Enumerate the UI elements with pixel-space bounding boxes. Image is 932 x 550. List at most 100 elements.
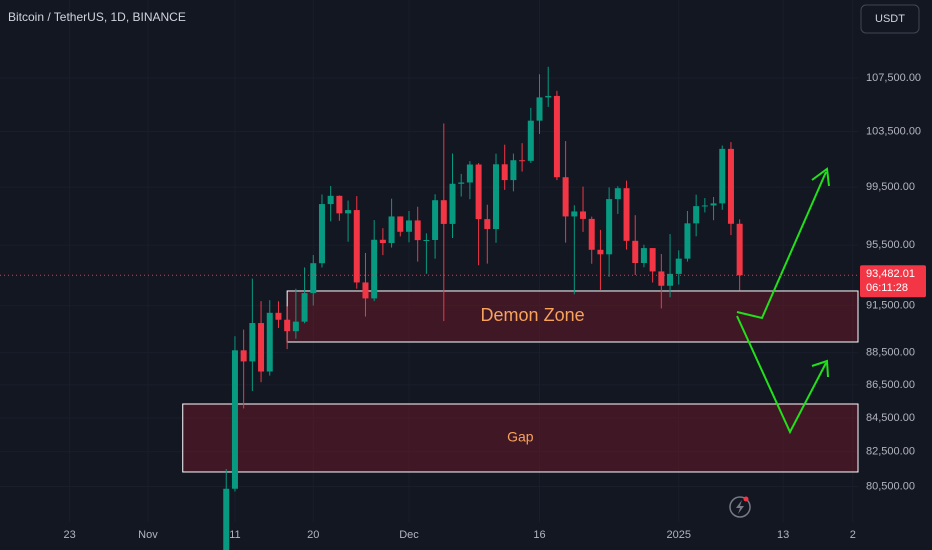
- candle-body: [405, 220, 412, 232]
- grid: [0, 0, 858, 522]
- candle-body: [562, 177, 569, 217]
- candle-body: [571, 211, 578, 217]
- y-tick-label: 88,500.00: [866, 347, 915, 359]
- candle-body: [588, 218, 595, 250]
- candle-body: [249, 323, 256, 362]
- candle-body: [458, 182, 465, 184]
- candle-body: [597, 249, 604, 255]
- x-tick-label: Nov: [138, 529, 158, 541]
- zone-label: Demon Zone: [481, 305, 585, 325]
- x-tick-label: 23: [63, 529, 75, 541]
- candle-body: [658, 271, 665, 286]
- flash-icon-bolt: [736, 500, 744, 514]
- candle-body: [710, 203, 717, 206]
- candle-body: [545, 95, 552, 98]
- candle-body: [318, 204, 325, 264]
- chart-title: Bitcoin / TetherUS, 1D, BINANCE: [8, 10, 186, 24]
- candle-body: [510, 160, 517, 181]
- candle-body: [536, 97, 543, 121]
- candle-body: [519, 160, 526, 162]
- candle-body: [475, 164, 482, 220]
- x-tick-label: 11: [229, 529, 240, 541]
- candle-body: [484, 219, 491, 230]
- candles: [223, 66, 743, 550]
- candle-body: [423, 239, 430, 241]
- candle-body: [701, 205, 708, 207]
- y-tick-label: 103,500.00: [866, 125, 921, 137]
- candle-body: [223, 488, 230, 550]
- candle-body: [379, 239, 386, 244]
- candle-body: [258, 323, 265, 372]
- y-tick-label: 95,500.00: [866, 239, 915, 251]
- candle-body: [362, 282, 369, 299]
- countdown-label: 06:11:28: [866, 282, 908, 294]
- candle-body: [275, 312, 282, 320]
- candle-body: [284, 319, 291, 332]
- currency-button-label: USDT: [875, 13, 905, 25]
- candle-body: [397, 216, 404, 232]
- y-tick-label: 82,500.00: [866, 446, 915, 458]
- candle-body: [353, 210, 360, 283]
- candle-body: [667, 273, 674, 286]
- zone-label: Gap: [507, 429, 534, 445]
- candle-body: [310, 263, 317, 294]
- candle-body: [292, 321, 299, 332]
- candle-body: [440, 200, 447, 224]
- notification-dot: [743, 496, 749, 502]
- candle-body: [336, 195, 343, 214]
- current-price-label: 93,482.01: [866, 268, 915, 280]
- candle-body: [240, 350, 247, 362]
- candle-body: [449, 183, 456, 224]
- x-tick-label: Dec: [399, 529, 419, 541]
- candle-body: [493, 164, 500, 230]
- candle-body: [606, 199, 613, 255]
- arrow-down-path: [736, 315, 827, 435]
- candle-body: [466, 164, 473, 183]
- candle-body: [501, 164, 508, 181]
- y-tick-label: 86,500.00: [866, 379, 915, 391]
- y-tick-label: 91,500.00: [866, 299, 915, 311]
- x-tick-label: 20: [307, 529, 319, 541]
- zone: [182, 403, 859, 473]
- candle-body: [231, 350, 238, 489]
- candle-body: [580, 211, 587, 219]
- x-tick-label: 2: [850, 529, 856, 541]
- y-tick-label: 99,500.00: [866, 181, 915, 193]
- candle-body: [649, 248, 656, 272]
- candle-body: [719, 148, 726, 204]
- y-tick-label: 80,500.00: [866, 480, 915, 492]
- candle-body: [693, 206, 700, 224]
- candle-body: [345, 210, 352, 214]
- arrow-up-path: [736, 171, 827, 320]
- candle-body: [623, 188, 630, 241]
- candle-body: [614, 188, 621, 200]
- candle-body: [632, 240, 639, 264]
- x-tick-label: 2025: [667, 529, 691, 541]
- candle-body: [640, 248, 647, 264]
- candle-body: [527, 120, 534, 161]
- y-tick-label: 84,500.00: [866, 412, 915, 424]
- x-tick-label: 13: [777, 529, 789, 541]
- candle-body: [266, 312, 273, 372]
- arrow-head: [811, 167, 830, 187]
- current-price-box: [860, 265, 926, 298]
- y-tick-label: 107,500.00: [866, 72, 921, 84]
- candle-body: [736, 223, 743, 276]
- candle-body: [684, 223, 691, 259]
- candle-body: [414, 220, 421, 241]
- candle-body: [371, 239, 378, 299]
- candle-body: [388, 216, 395, 244]
- flash-icon[interactable]: [729, 496, 751, 518]
- candle-body: [432, 200, 439, 240]
- candle-body: [327, 195, 334, 205]
- candle-body: [727, 148, 734, 224]
- arrow-head: [811, 359, 829, 378]
- candle-body: [553, 95, 560, 178]
- drawings: [729, 167, 830, 518]
- x-tick-label: 16: [533, 529, 545, 541]
- currency-button[interactable]: [860, 4, 920, 34]
- candle-body: [675, 258, 682, 274]
- candle-body: [301, 293, 308, 322]
